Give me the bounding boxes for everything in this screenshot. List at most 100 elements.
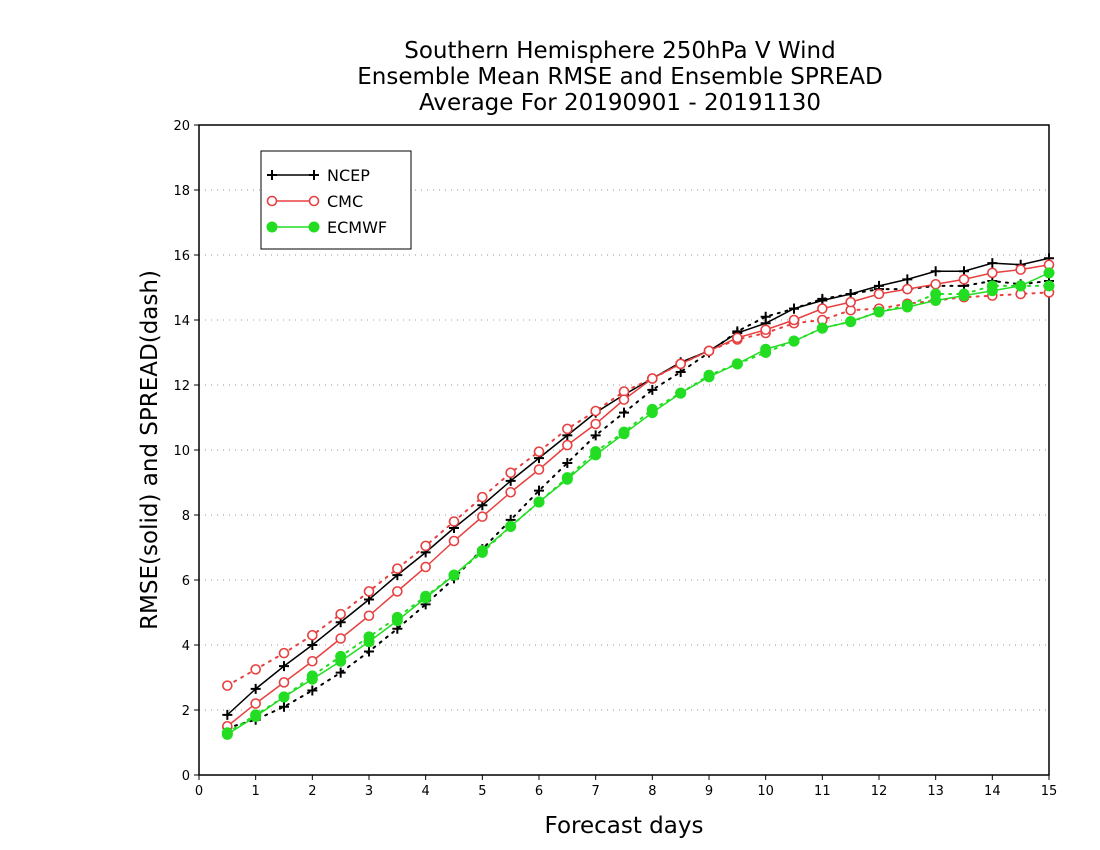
ecmwf-rmse-point	[675, 387, 687, 399]
ecmwf-rmse-point	[901, 301, 913, 313]
cmc-rmse-line	[226, 264, 1050, 727]
ecmwf-rmse-point	[221, 728, 233, 740]
x-tick-label: 15	[1041, 784, 1058, 799]
cmc-rmse-point	[533, 464, 545, 475]
ncep-rmse-point	[307, 640, 318, 650]
cmc-rmse-point	[760, 324, 771, 336]
cmc-rmse-point	[618, 394, 630, 405]
cmc-rmse-point	[873, 288, 885, 300]
cmc-rmse-point	[788, 314, 800, 326]
legend-marker	[309, 170, 319, 180]
cmc-rmse-point	[987, 267, 998, 279]
cmc-rmse-point	[250, 698, 261, 709]
ncep-rmse-points	[222, 253, 1054, 720]
legend-box	[260, 150, 412, 250]
cmc-spread-point	[278, 647, 290, 659]
ncep-spread-point	[590, 430, 601, 441]
cmc-rmse-point	[817, 303, 828, 314]
cmc-rmse-point	[732, 332, 743, 344]
y-tick-label: 12	[173, 379, 190, 394]
ecmwf-rmse-point	[816, 322, 828, 334]
cmc-rmse-point	[703, 345, 715, 357]
ncep-spread-point	[335, 667, 346, 678]
ecmwf-rmse-point	[646, 407, 658, 419]
gridlines	[199, 189, 1049, 711]
ecmwf-rmse-point	[618, 428, 630, 440]
ncep-rmse-point	[987, 258, 998, 269]
cmc-rmse-point	[505, 486, 516, 498]
y-tick-label: 4	[182, 639, 190, 654]
title-line-3: Average For 20190901 - 20191130	[419, 90, 821, 116]
legend-marker	[266, 221, 278, 233]
chart-title: Southern Hemisphere 250hPa V Wind Ensemb…	[357, 38, 882, 116]
title-line-2: Ensemble Mean RMSE and Ensemble SPREAD	[357, 64, 882, 90]
cmc-rmse-point	[420, 561, 431, 573]
cmc-spread-point	[477, 491, 488, 503]
cmc-rmse-point	[930, 278, 941, 290]
cmc-spread-point	[590, 405, 601, 417]
cmc-spread-point	[420, 540, 431, 552]
x-tick-label: 13	[927, 784, 944, 799]
legend-item-ncep: NCEP	[267, 166, 370, 185]
cmc-rmse-point	[590, 418, 601, 430]
legend-item-ecmwf: ECMWF	[266, 218, 387, 237]
x-tick-label: 10	[757, 784, 774, 799]
cmc-rmse-point	[363, 610, 375, 622]
x-axis-ticks: 0 1 2 3 4 5 6 7 8 9 10 11 12 13 14 15	[195, 775, 1057, 799]
ncep-spread-points	[222, 276, 1054, 733]
ecmwf-rmse-point	[1015, 280, 1027, 292]
ecmwf-rmse-point	[306, 673, 318, 685]
x-tick-label: 3	[365, 784, 373, 799]
cmc-spread-line	[226, 291, 1050, 687]
cmc-rmse-point	[335, 633, 346, 644]
x-tick-label: 9	[705, 784, 713, 799]
x-tick-label: 8	[648, 784, 656, 799]
cmc-rmse-point	[392, 586, 403, 597]
cmc-spread-points	[222, 287, 1055, 691]
ecmwf-rmse-point	[476, 545, 488, 557]
cmc-rmse-point	[307, 655, 318, 667]
ecmwf-rmse-point	[788, 335, 800, 347]
cmc-spread-point	[562, 423, 573, 435]
x-tick-label: 7	[592, 784, 600, 799]
ncep-rmse-point	[902, 274, 913, 285]
ncep-spread-point	[647, 384, 658, 395]
ecmwf-rmse-point	[845, 316, 857, 328]
ncep-spread-point	[279, 701, 289, 712]
legend-marker	[266, 195, 278, 207]
cmc-spread-point	[363, 586, 375, 597]
ecmwf-rmse-point	[1043, 267, 1055, 279]
ecmwf-rmse-point	[278, 691, 290, 703]
y-tick-label: 20	[173, 119, 190, 134]
ecmwf-rmse-point	[760, 343, 772, 355]
ecmwf-rmse-point	[391, 615, 403, 627]
ncep-spread-line	[226, 279, 1050, 729]
x-axis-label: Forecast days	[545, 813, 704, 839]
ncep-spread-point	[364, 646, 374, 657]
ncep-spread-point	[562, 458, 573, 468]
x-tick-label: 2	[308, 784, 316, 799]
cmc-rmse-point	[477, 511, 488, 522]
y-tick-label: 6	[182, 574, 190, 589]
legend-label: ECMWF	[327, 218, 387, 237]
cmc-spread-point	[505, 467, 516, 479]
ncep-rmse-point	[250, 683, 261, 694]
ecmwf-rmse-point	[986, 285, 998, 297]
y-axis-ticks: 0 2 4 6 8 10 12 14 16 18 20	[173, 119, 199, 784]
ecmwf-spread-point	[1043, 280, 1055, 292]
legend-label: CMC	[327, 192, 363, 211]
cmc-rmse-point	[448, 535, 460, 547]
cmc-rmse-point	[675, 358, 686, 370]
cmc-rmse-point	[278, 677, 290, 688]
y-tick-label: 10	[173, 444, 190, 459]
cmc-spread-point	[448, 516, 460, 527]
ecmwf-rmse-point	[250, 711, 262, 722]
ncep-spread-point	[307, 685, 318, 696]
y-tick-label: 0	[182, 769, 190, 784]
ecmwf-rmse-point	[420, 592, 432, 604]
legend-marker	[267, 170, 277, 180]
x-tick-label: 14	[984, 784, 1001, 799]
ecmwf-rmse-points	[221, 267, 1055, 740]
cmc-spread-point	[392, 563, 403, 574]
